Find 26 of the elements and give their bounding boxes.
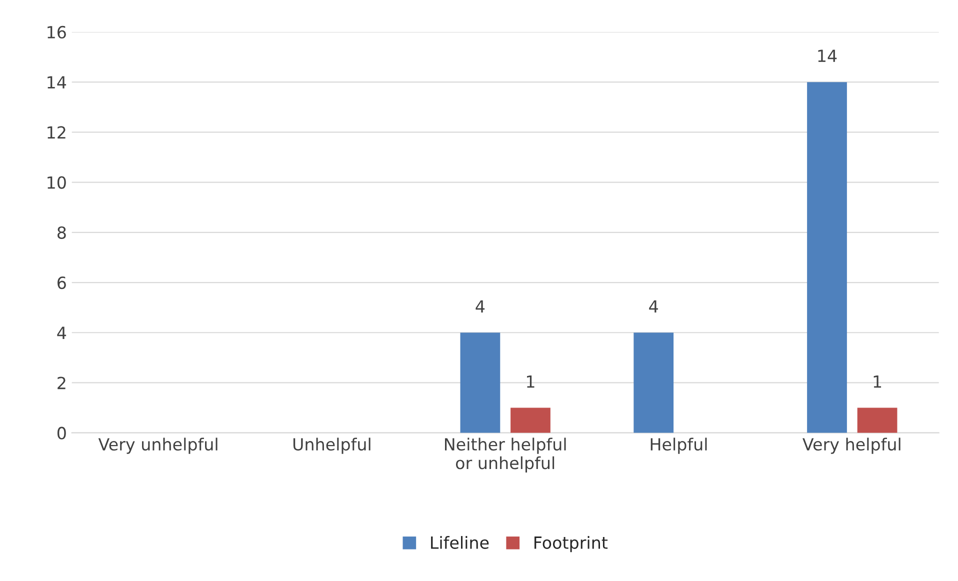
y-tick-label: 16 [48,26,66,39]
y-tick-label: 12 [48,126,66,139]
y-tick-label: 4 [57,326,66,339]
bar [510,408,550,433]
y-tick-label: 14 [48,76,66,88]
y-tick-label: 10 [48,176,66,189]
y-tick-label: 2 [58,376,66,390]
bar [857,408,898,433]
x-tick-label: Unhelpful [293,438,370,454]
legend-label: Lifeline [431,536,489,549]
bar [807,82,847,433]
y-tick-label: 6 [58,276,66,290]
x-tick-label: Very helpful [802,438,900,454]
bar [460,332,500,433]
legend-label: Footprint [534,536,608,552]
x-tick-label: Helpful [650,438,707,454]
data-label: 4 [649,300,658,312]
y-tick-label: 0 [57,426,66,440]
y-tick-label: 8 [58,226,66,239]
data-label: 1 [874,376,882,388]
bar [634,332,674,433]
data-label: 1 [527,376,534,388]
x-tick-label: Neither helpful or unhelpful [445,438,566,472]
x-tick-label: Very unhelpful [98,438,218,454]
data-label: 4 [476,300,485,312]
data-label: 14 [818,50,837,62]
